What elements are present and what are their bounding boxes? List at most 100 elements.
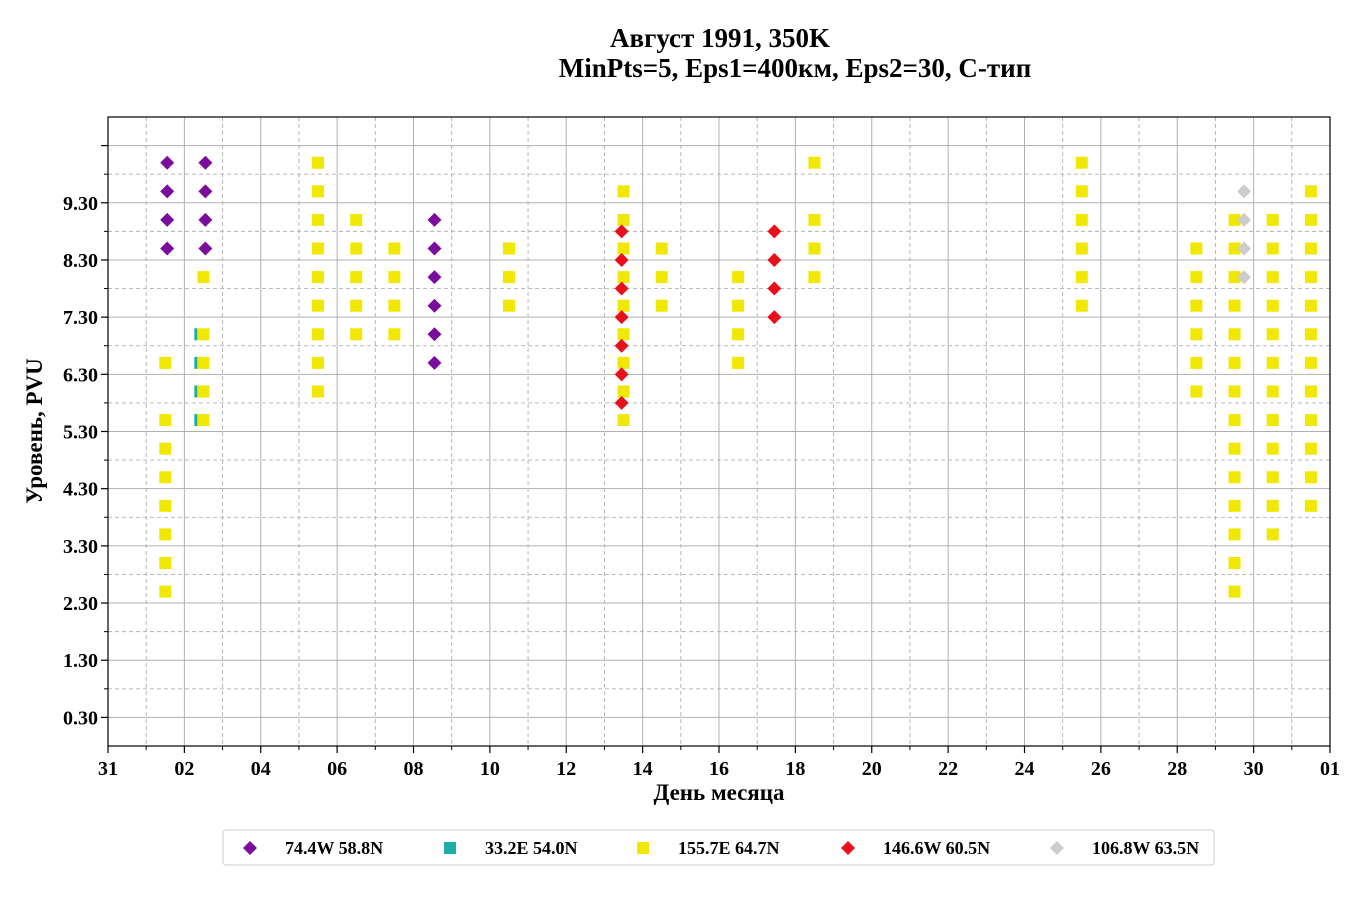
data-point [197,385,210,398]
data-point [159,471,172,484]
data-point [1228,557,1241,570]
data-point [427,212,442,227]
data-point [1228,271,1241,284]
data-point [427,327,442,342]
x-tick-label: 30 [1244,758,1264,780]
y-tick-label: 4.30 [63,479,98,501]
data-point [617,385,630,398]
x-tick-label: 12 [556,758,576,780]
data-point [617,356,630,369]
data-point [732,328,745,341]
data-point [614,281,629,296]
data-point [197,414,210,427]
data-point [1237,270,1252,285]
data-point [197,356,210,369]
data-point [1266,442,1279,455]
data-point [160,184,175,199]
data-point [1266,242,1279,255]
data-point [198,184,213,199]
data-point [1237,241,1252,256]
data-point [160,241,175,256]
data-point [159,585,172,598]
data-point [312,271,325,284]
x-tick-label: 14 [633,758,653,780]
legend-item: 74.4W 58.8N [243,838,383,858]
data-point [1228,213,1241,226]
data-point [159,414,172,427]
data-point [732,271,745,284]
data-point [1266,271,1279,284]
data-point [502,271,515,284]
data-point [159,356,172,369]
data-point [1228,585,1241,598]
legend-item: 33.2E 54.0N [444,838,578,858]
data-point [614,338,629,353]
data-point [1075,156,1088,169]
data-point [1228,328,1241,341]
y-tick-label: 8.30 [63,250,98,272]
data-point [1304,471,1317,484]
data-point [312,299,325,312]
data-point [1075,185,1088,198]
data-point [197,271,210,284]
legend-label: 33.2E 54.0N [485,838,578,858]
data-point [312,328,325,341]
data-point [1237,212,1252,227]
legend-label: 106.8W 63.5N [1092,838,1199,858]
data-point [198,212,213,227]
data-point [350,271,363,284]
data-point [617,414,630,427]
legend-marker [243,841,257,855]
data-point [312,185,325,198]
x-tick-label: 16 [709,758,729,780]
data-point [502,242,515,255]
data-point [655,271,668,284]
data-point [732,356,745,369]
data-point [350,242,363,255]
data-point [388,271,401,284]
data-point [1228,299,1241,312]
data-point [1266,328,1279,341]
series-2-markers [194,328,198,427]
data-point [808,271,821,284]
data-point [1075,213,1088,226]
data-point [1228,471,1241,484]
series-1-markers [160,155,442,370]
x-tick-label: 31 [98,758,118,780]
data-point [1190,271,1203,284]
data-point [1304,328,1317,341]
data-point [1228,356,1241,369]
data-point [1304,242,1317,255]
series-4-markers [614,224,782,410]
data-point [1075,271,1088,284]
data-point [1237,184,1252,199]
data-point [614,395,629,410]
x-tick-label: 28 [1167,758,1187,780]
data-point [1266,356,1279,369]
data-point [312,242,325,255]
data-point [427,355,442,370]
data-point [194,414,198,427]
data-point [502,299,515,312]
data-point [732,299,745,312]
data-point [198,241,213,256]
y-tick-label: 0.30 [63,707,98,729]
legend-label: 146.6W 60.5N [883,838,990,858]
data-point [1075,299,1088,312]
data-point [767,252,782,267]
data-point [194,328,198,341]
data-point [1304,299,1317,312]
data-point [1266,528,1279,541]
data-point [427,241,442,256]
x-tick-label: 01 [1320,758,1340,780]
grid [107,117,1330,746]
x-axis-label: День месяца [653,780,785,805]
y-tick-label: 3.30 [63,536,98,558]
data-point [350,213,363,226]
data-point [160,212,175,227]
data-point [808,242,821,255]
data-point [1228,528,1241,541]
data-point [614,252,629,267]
x-tick-label: 22 [938,758,958,780]
